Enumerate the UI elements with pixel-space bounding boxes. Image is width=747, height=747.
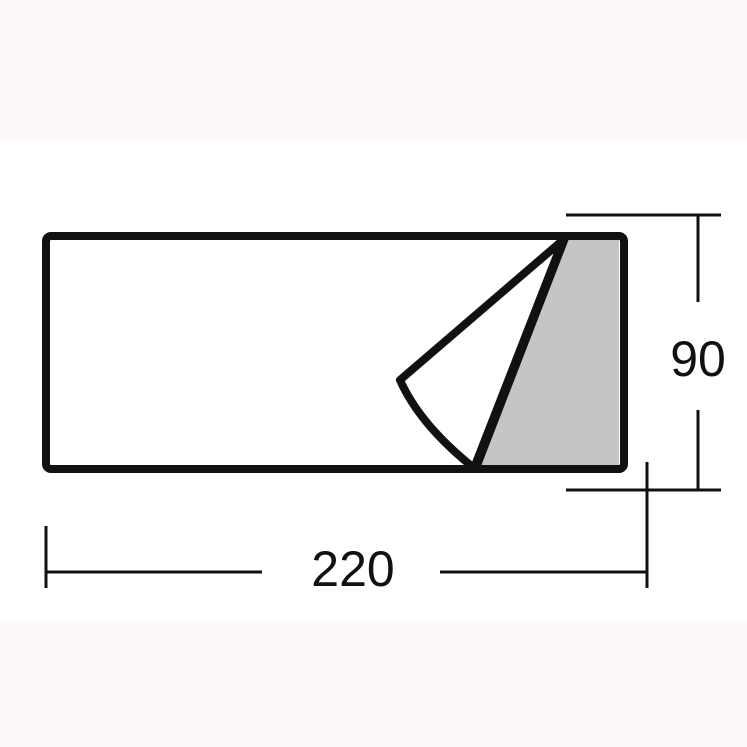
folded-corner-fill: [477, 237, 619, 468]
width-label: 220: [311, 541, 394, 597]
height-label: 90: [670, 331, 726, 387]
sleeping-bag-outline: [42, 232, 628, 473]
folded-flap: [396, 236, 567, 472]
